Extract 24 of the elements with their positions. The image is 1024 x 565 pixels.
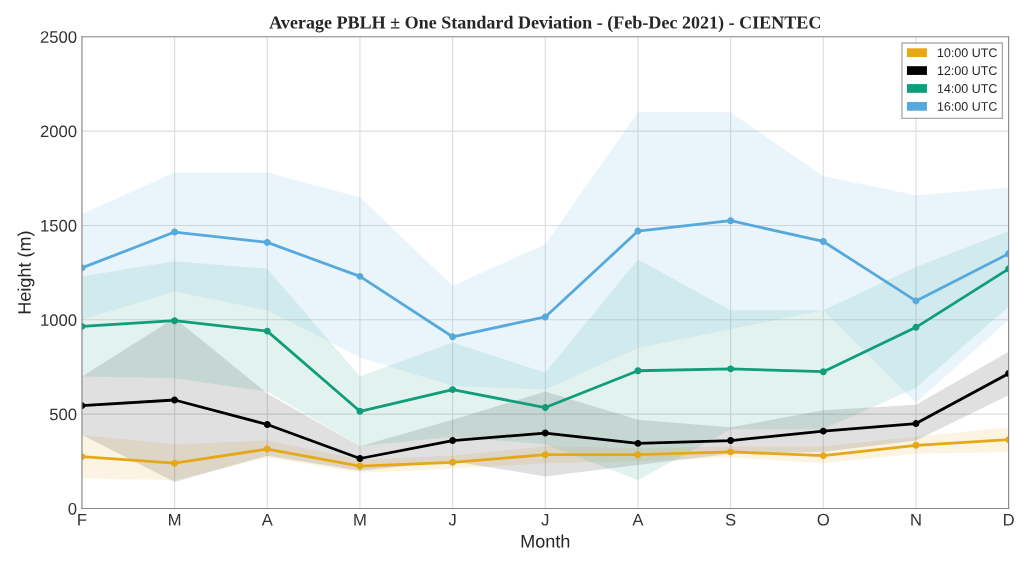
x-tick-label: M	[354, 513, 366, 526]
y-tick-label: 1500	[41, 219, 77, 232]
y-tick-label: 2500	[40, 31, 77, 43]
x-tick-label: A	[261, 513, 273, 526]
x-tick-label: F	[78, 513, 87, 526]
chart-title: Average PBLH ± One Standard Deviation - (Feb-Dec 2021) - CIENTEC	[269, 15, 821, 33]
legend-label: 14:00 UTC	[937, 84, 997, 93]
legend-label: 16:00 UTC	[937, 102, 997, 111]
x-tick-label: M	[169, 513, 181, 526]
x-tick-label: J	[541, 513, 549, 526]
x-tick-label: D	[1003, 513, 1014, 526]
y-tick-label: 1000	[41, 314, 77, 326]
x-tick-label: N	[911, 513, 921, 526]
x-tick-label: A	[632, 513, 644, 526]
x-tick-label: J	[448, 513, 456, 526]
y-tick-label: 500	[49, 408, 77, 421]
y-axis-title: Height (m)	[17, 231, 35, 314]
x-tick-label: S	[725, 513, 736, 526]
y-tick-label: 0	[68, 502, 77, 515]
legend-label: 12:00 UTC	[937, 66, 997, 76]
x-tick-label: O	[817, 513, 829, 526]
x-axis-title: Month	[521, 534, 570, 548]
y-tick-label: 2000	[40, 125, 77, 138]
legend-label: 10:00 UTC	[937, 48, 997, 58]
